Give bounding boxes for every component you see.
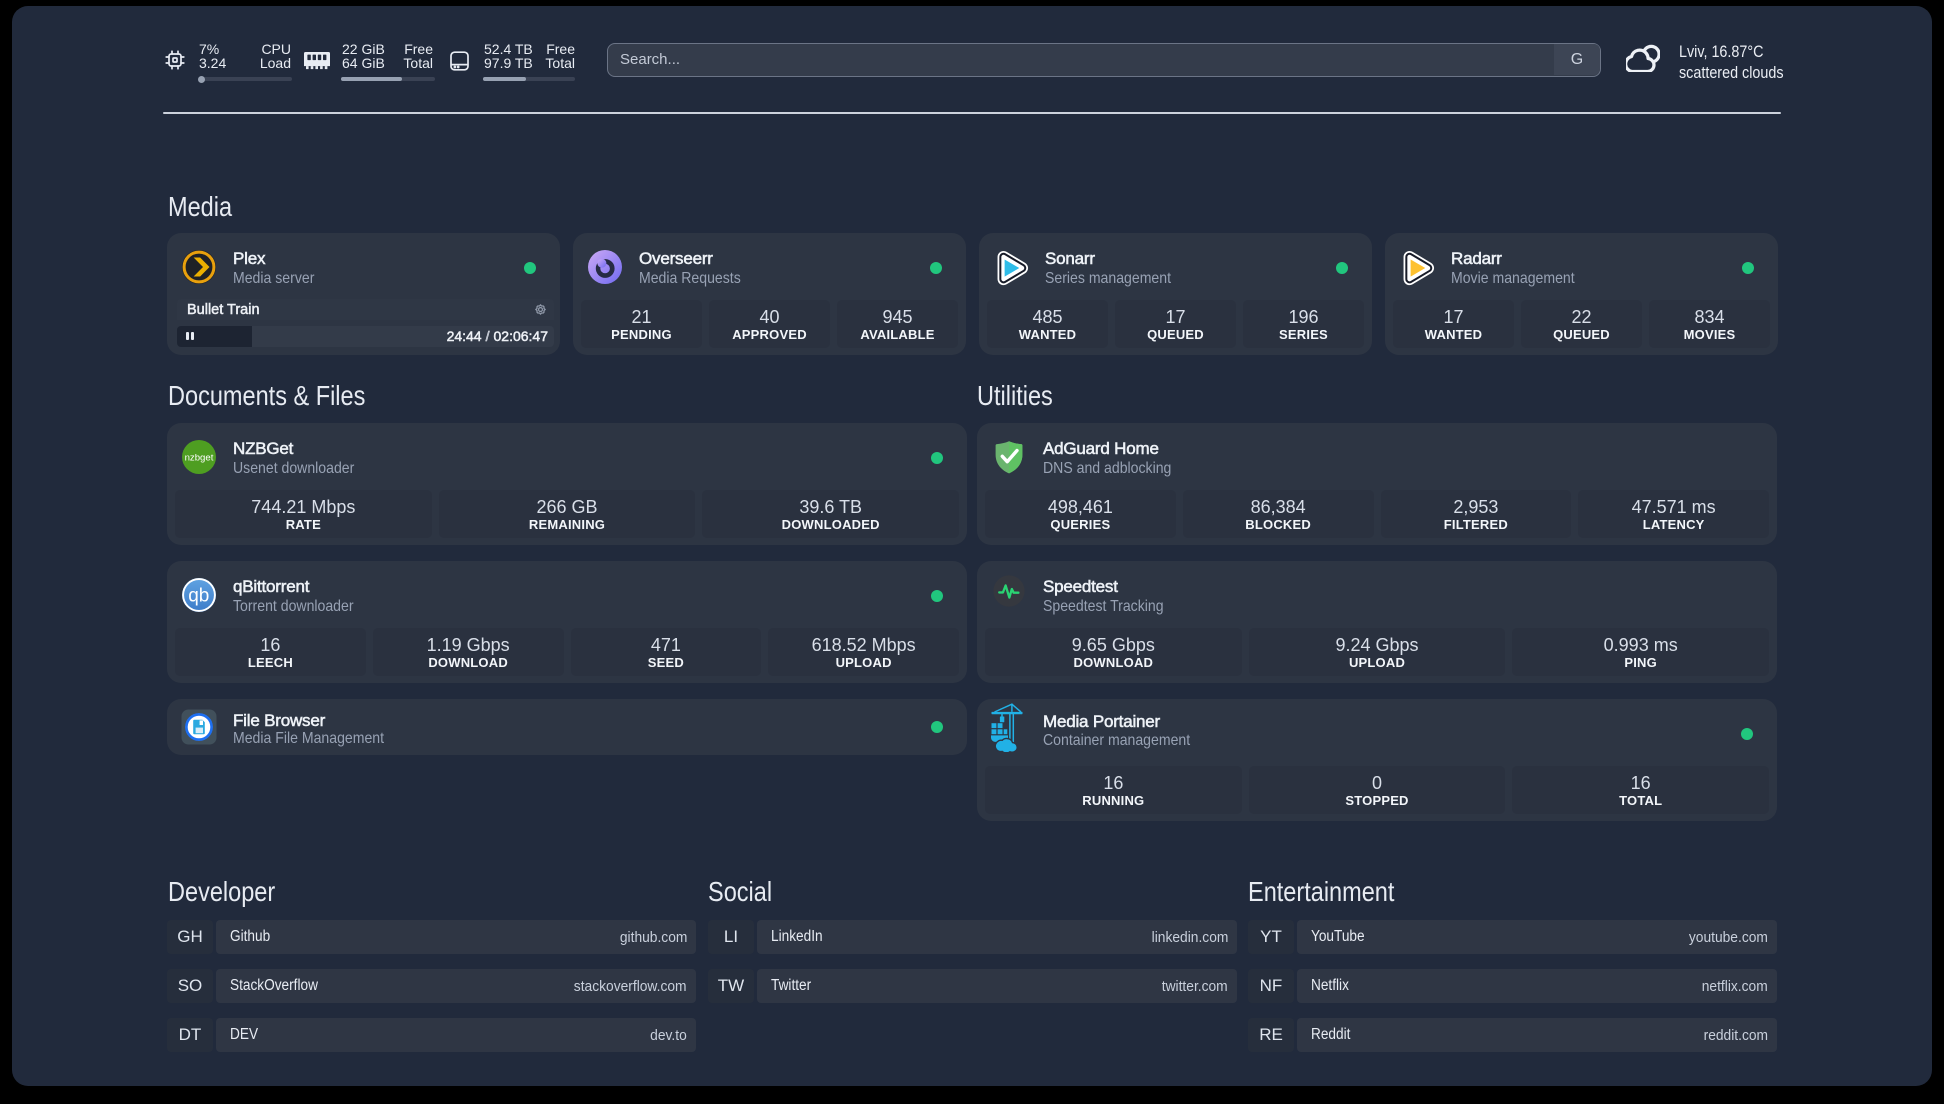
svg-text:qb: qb: [188, 586, 209, 607]
svg-text:nzbget: nzbget: [185, 453, 214, 464]
